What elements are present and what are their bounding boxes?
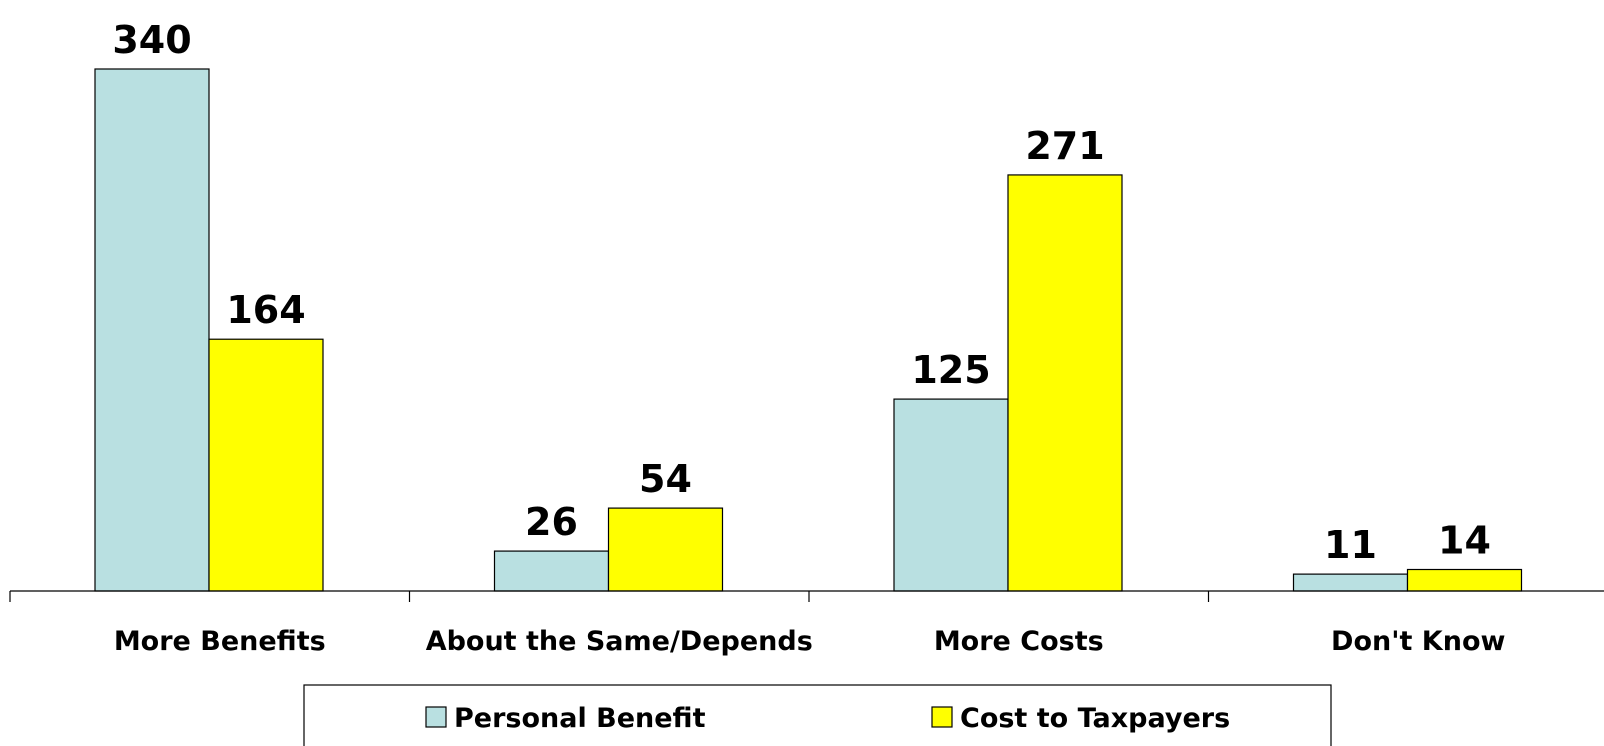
bar-cost-to-taxpayers-more-benefits (208, 338, 324, 592)
bar-personal-benefit-more-costs (893, 398, 1009, 592)
legend: Personal Benefit Cost to Taxpayers (303, 684, 1332, 746)
data-label-cost-to-taxpayers-about-the-same-depends: 54 (639, 457, 692, 501)
category-label-about-the-same-depends: About the Same/Depends (426, 626, 813, 657)
category-label-don-t-know: Don't Know (1331, 626, 1505, 657)
category-label-more-costs: More Costs (934, 626, 1104, 657)
x-axis: More Benefits About the Same/Depends More … (9, 590, 1604, 657)
legend-box (303, 684, 1332, 746)
data-label-cost-to-taxpayers-more-costs: 271 (1025, 124, 1104, 168)
legend-label-personal-benefit: Personal Benefit (454, 703, 706, 734)
bar-cost-to-taxpayers-more-costs (1007, 174, 1123, 592)
bar-cost-to-taxpayers-don-t-know (1406, 568, 1523, 592)
data-label-cost-to-taxpayers-more-benefits: 164 (226, 288, 305, 332)
legend-swatch-cost-to-taxpayers (931, 706, 953, 728)
data-label-personal-benefit-about-the-same-depends: 26 (525, 500, 578, 544)
data-label-cost-to-taxpayers-don-t-know: 14 (1438, 519, 1491, 563)
legend-swatch-personal-benefit (425, 706, 447, 728)
bar-personal-benefit-about-the-same-depends (493, 550, 610, 592)
value-labels-layer: 340 164 26 54 125 271 11 14 (112, 18, 1491, 567)
bar-cost-to-taxpayers-about-the-same-depends (607, 507, 724, 592)
legend-label-cost-to-taxpayers: Cost to Taxpayers (960, 703, 1230, 734)
bar-personal-benefit-don-t-know (1292, 573, 1409, 592)
data-label-personal-benefit-more-benefits: 340 (112, 18, 191, 62)
data-label-personal-benefit-don-t-know: 11 (1324, 523, 1377, 567)
category-label-more-benefits: More Benefits (114, 626, 326, 657)
bar-personal-benefit-more-benefits (94, 68, 210, 592)
bars-layer (94, 68, 1523, 592)
data-label-personal-benefit-more-costs: 125 (911, 348, 990, 392)
